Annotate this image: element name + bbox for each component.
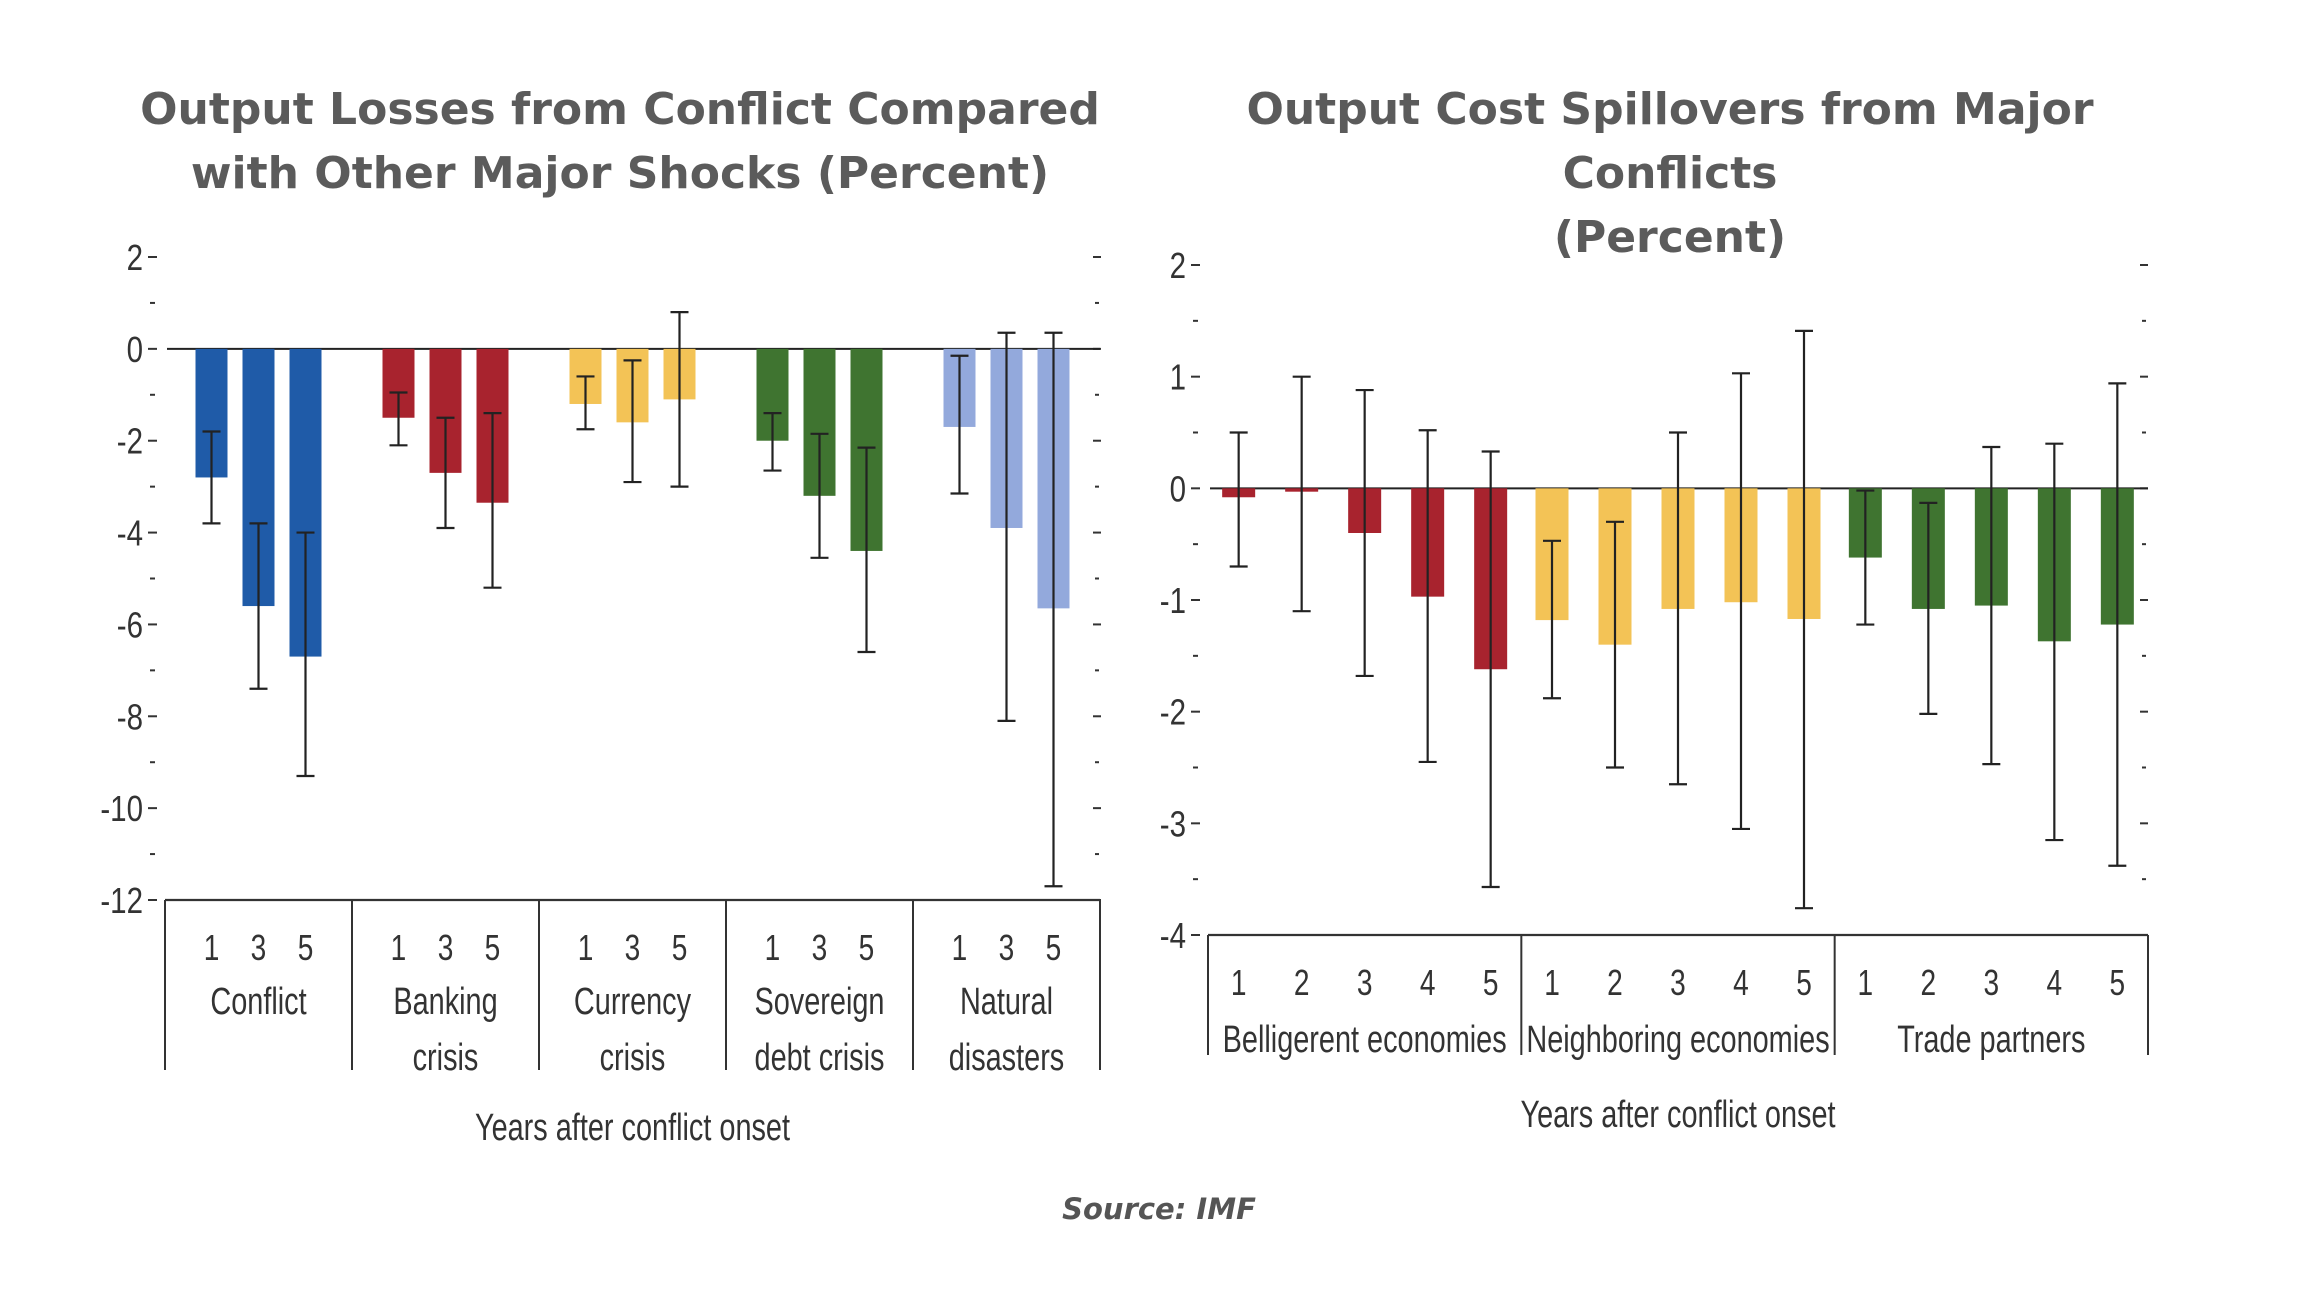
left-x-tick-label: 1 xyxy=(952,928,968,968)
left-x-tick-label: 3 xyxy=(438,928,454,968)
right-y-tick-label: -2 xyxy=(1160,692,1186,732)
right-y-tick-label: 2 xyxy=(1170,245,1186,285)
right-x-tick-label: 1 xyxy=(1231,963,1247,1003)
right-y-tick-label: -1 xyxy=(1160,580,1186,620)
right-x-tick-label: 5 xyxy=(2110,963,2126,1003)
left-x-tick-label: 3 xyxy=(812,928,828,968)
left-chart-title: Output Losses from Conflict Compared wit… xyxy=(120,78,1120,206)
left-x-tick-label: 5 xyxy=(859,928,875,968)
left-x-tick-label: 1 xyxy=(204,928,220,968)
left-group-label: debt crisis xyxy=(755,1036,885,1079)
right-x-tick-label: 1 xyxy=(1544,963,1560,1003)
right-group-label: Belligerent economies xyxy=(1223,1018,1507,1061)
left-x-tick-label: 1 xyxy=(765,928,781,968)
left-group-label: crisis xyxy=(413,1036,479,1079)
left-x-tick-label: 1 xyxy=(391,928,407,968)
right-x-tick-label: 4 xyxy=(1733,963,1749,1003)
left-y-tick-label: -2 xyxy=(117,421,143,461)
left-group-label: Banking xyxy=(393,980,497,1023)
left-y-tick-label: -10 xyxy=(100,788,143,828)
left-y-tick-label: -8 xyxy=(117,696,143,736)
left-y-tick-label: 2 xyxy=(127,237,143,277)
left-x-tick-label: 1 xyxy=(578,928,594,968)
left-group-label: Currency xyxy=(574,980,691,1023)
right-group-label: Trade partners xyxy=(1897,1018,2085,1061)
right-x-tick-label: 5 xyxy=(1483,963,1499,1003)
left-chart-title-line-2: with Other Major Shocks (Percent) xyxy=(190,148,1050,199)
left-group-label: disasters xyxy=(949,1036,1065,1079)
right-group-label: Neighboring economies xyxy=(1526,1018,1829,1061)
right-y-tick-label: 0 xyxy=(1170,469,1186,509)
left-x-tick-label: 3 xyxy=(999,928,1015,968)
right-y-tick-label: -4 xyxy=(1160,915,1186,955)
right-chart-title-line-1: Output Cost Spillovers from Major Confli… xyxy=(1246,84,2094,199)
left-y-tick-label: -6 xyxy=(117,605,143,645)
right-x-axis-label: Years after conflict onset xyxy=(1520,1093,1836,1136)
right-x-tick-label: 4 xyxy=(2047,963,2063,1003)
left-group-label: crisis xyxy=(600,1036,666,1079)
right-y-tick-label: -3 xyxy=(1160,804,1186,844)
left-x-tick-label: 3 xyxy=(251,928,267,968)
right-chart-title: Output Cost Spillovers from Major Confli… xyxy=(1150,78,2190,270)
right-x-tick-label: 5 xyxy=(1796,963,1812,1003)
left-y-tick-label: -12 xyxy=(100,880,143,920)
left-x-tick-label: 5 xyxy=(672,928,688,968)
left-x-tick-label: 5 xyxy=(298,928,314,968)
source-note: Source: IMF xyxy=(1062,1192,1256,1226)
right-y-tick-label: 1 xyxy=(1170,357,1186,397)
right-chart-title-line-2: (Percent) xyxy=(1553,212,1787,263)
left-group-label: Conflict xyxy=(210,980,307,1023)
right-x-tick-label: 3 xyxy=(1357,963,1373,1003)
left-y-tick-label: -4 xyxy=(117,513,143,553)
left-x-tick-label: 5 xyxy=(1046,928,1062,968)
left-chart-title-line-1: Output Losses from Conflict Compared xyxy=(140,84,1100,135)
right-x-tick-label: 2 xyxy=(1607,963,1623,1003)
left-y-tick-label: 0 xyxy=(127,329,143,369)
right-x-tick-label: 3 xyxy=(1670,963,1686,1003)
right-x-tick-label: 3 xyxy=(1984,963,2000,1003)
left-group-label: Natural xyxy=(960,980,1053,1023)
right-x-tick-label: 1 xyxy=(1858,963,1874,1003)
left-group-label: Sovereign xyxy=(755,980,885,1023)
left-x-tick-label: 3 xyxy=(625,928,641,968)
left-x-tick-label: 5 xyxy=(485,928,501,968)
right-x-tick-label: 2 xyxy=(1921,963,1937,1003)
left-x-axis-label: Years after conflict onset xyxy=(475,1106,791,1149)
right-x-tick-label: 4 xyxy=(1420,963,1436,1003)
right-x-tick-label: 2 xyxy=(1294,963,1310,1003)
